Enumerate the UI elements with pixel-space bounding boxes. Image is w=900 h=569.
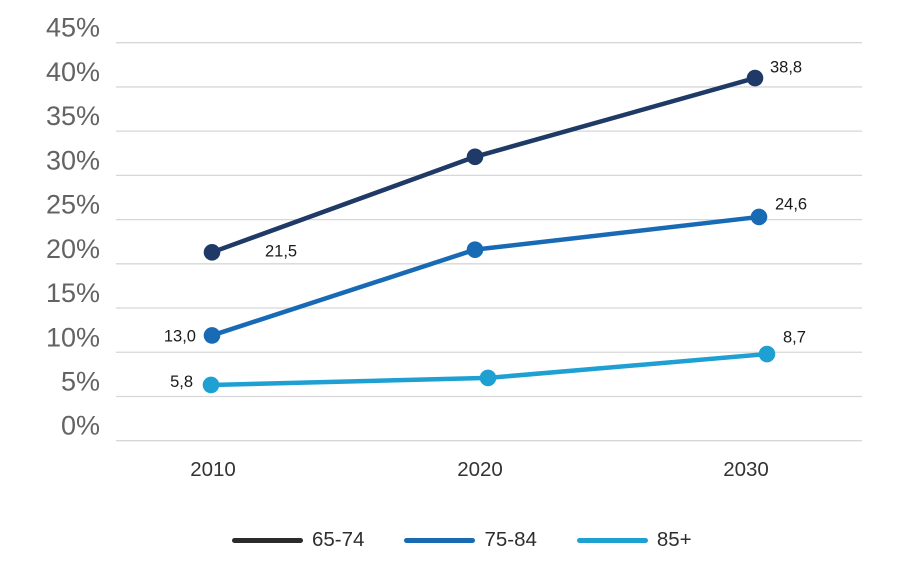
x-axis-tick-label: 2010 xyxy=(190,458,236,481)
y-axis-tick-label: 25% xyxy=(46,190,100,220)
y-axis-tick-label: 45% xyxy=(46,13,100,43)
y-axis-tick-label: 15% xyxy=(46,278,100,308)
y-axis-tick-label: 30% xyxy=(46,145,100,175)
y-axis-tick-label: 0% xyxy=(61,411,100,441)
data-label: 8,7 xyxy=(783,329,806,347)
data-label: 24,6 xyxy=(775,195,807,213)
data-point-85+-2020 xyxy=(479,369,497,387)
legend-label: 65-74 xyxy=(312,528,365,551)
legend-item-65-74: 65-74 xyxy=(232,528,364,552)
y-axis-tick-label: 40% xyxy=(46,57,100,87)
legend-label: 85+ xyxy=(656,528,692,551)
x-axis-tick-label: 2020 xyxy=(457,458,503,481)
data-point-65-74-2010 xyxy=(203,244,221,261)
legend-item-85plus: 85+ xyxy=(576,528,692,552)
data-point-85+-2010 xyxy=(202,376,220,394)
y-axis-tick-label: 5% xyxy=(61,366,100,396)
y-axis-tick-label: 20% xyxy=(46,234,100,264)
data-label: 5,8 xyxy=(170,373,193,391)
data-label: 13,0 xyxy=(164,327,196,345)
data-point-85+-2030 xyxy=(758,345,776,363)
y-axis-tick-label: 35% xyxy=(46,101,100,131)
legend-swatch-85plus xyxy=(576,537,648,543)
x-axis-tick-label: 2030 xyxy=(723,458,769,481)
legend-item-75-84: 75-84 xyxy=(404,528,537,552)
data-point-65-74-2020 xyxy=(466,148,484,166)
data-point-75-84-2020 xyxy=(466,241,484,258)
data-point-75-84-2010 xyxy=(203,327,221,344)
data-point-75-84-2030 xyxy=(750,208,768,226)
legend-swatch-65-74 xyxy=(232,537,303,543)
data-label: 21,5 xyxy=(265,242,297,260)
data-label: 38,8 xyxy=(770,59,802,77)
chart-legend: 65-74 75-84 85+ xyxy=(232,528,692,552)
y-axis-tick-label: 10% xyxy=(46,322,100,352)
series-line-75-84 xyxy=(211,214,760,338)
data-point-65-74-2030 xyxy=(746,69,764,87)
legend-label: 75-84 xyxy=(484,528,537,551)
legend-swatch-75-84 xyxy=(404,537,476,543)
